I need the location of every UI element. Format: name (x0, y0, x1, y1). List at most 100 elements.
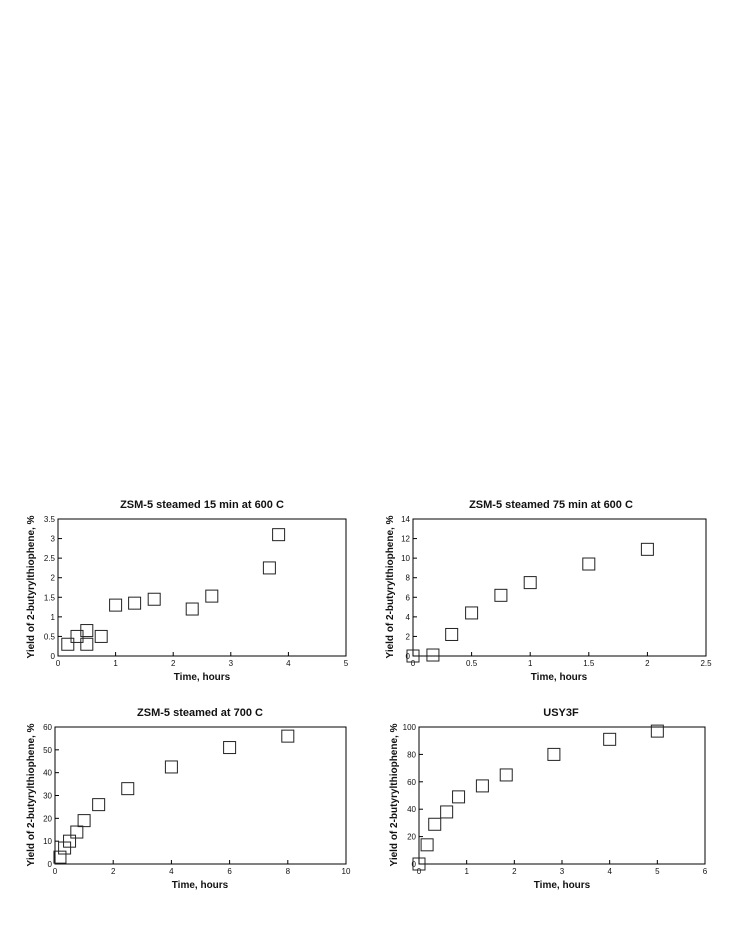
x-tick-label: 3 (229, 659, 234, 668)
y-axis-label: Yield of 2-butyrylthiophene, % (385, 515, 396, 658)
x-tick-label: 8 (286, 867, 291, 876)
y-tick-label: 30 (43, 792, 52, 801)
y-tick-label: 12 (401, 535, 410, 544)
x-tick-label: 2 (171, 659, 176, 668)
tick-group: 0 1 2 3 4 5 0 0.5 1 1.5 2 2.5 3 3.5 (44, 515, 349, 668)
data-point-marker (640, 542, 654, 556)
y-tick-label: 0 (48, 860, 53, 869)
x-tick-label: 0 (53, 867, 58, 876)
data-point-marker (412, 857, 426, 871)
data-point-marker (94, 629, 108, 643)
data-point-marker (475, 779, 489, 793)
points-group (53, 729, 295, 864)
data-point-marker (445, 627, 459, 641)
x-tick-label: 6 (227, 867, 232, 876)
y-tick-label: 3.5 (44, 515, 56, 524)
tick-group: 0 2 4 6 8 10 0 10 20 30 40 50 60 (43, 723, 351, 876)
x-tick-label: 2.5 (700, 659, 712, 668)
y-tick-label: 40 (43, 769, 52, 778)
data-point-marker (420, 838, 434, 852)
tick-group: 0 0.5 1 1.5 2 2.5 0 2 4 6 8 10 12 14 (401, 515, 712, 668)
data-point-marker (272, 528, 286, 542)
y-tick-label: 60 (43, 723, 52, 732)
y-tick-label: 2 (51, 574, 56, 583)
x-axis-label: Time, hours (531, 672, 588, 683)
data-point-marker (58, 841, 72, 855)
x-axis-label: Time, hours (174, 672, 231, 683)
data-point-marker (185, 602, 199, 616)
x-tick-label: 1 (528, 659, 533, 668)
data-point-marker (109, 598, 123, 612)
plot-frame (412, 518, 707, 657)
data-point-marker (452, 790, 466, 804)
data-point-marker (426, 648, 440, 662)
points-group (412, 724, 664, 871)
data-point-marker (582, 557, 596, 571)
x-tick-label: 0 (417, 867, 422, 876)
y-tick-label: 0 (406, 652, 411, 661)
data-point-marker (147, 592, 161, 606)
y-axis-label: Yield of 2-butyrylthiophene, % (26, 723, 37, 866)
y-tick-label: 60 (407, 778, 416, 787)
y-tick-label: 2.5 (44, 554, 56, 563)
data-point-marker (80, 624, 94, 638)
y-tick-label: 14 (401, 515, 410, 524)
x-tick-label: 1 (113, 659, 118, 668)
x-tick-label: 3 (560, 867, 565, 876)
plot-frame (418, 726, 706, 865)
x-tick-label: 6 (703, 867, 708, 876)
x-tick-label: 4 (169, 867, 174, 876)
data-point-marker (406, 649, 420, 663)
x-tick-label: 10 (342, 867, 351, 876)
data-point-marker (603, 732, 617, 746)
chart-title: ZSM-5 steamed 75 min at 600 C (469, 499, 633, 511)
y-tick-label: 20 (43, 814, 52, 823)
y-tick-label: 40 (407, 805, 416, 814)
data-point-marker (205, 589, 219, 603)
x-tick-label: 4 (286, 659, 291, 668)
y-tick-label: 0.5 (44, 632, 56, 641)
x-tick-label: 0.5 (466, 659, 478, 668)
y-tick-label: 80 (407, 750, 416, 759)
x-tick-label: 2 (111, 867, 116, 876)
x-tick-label: 5 (344, 659, 349, 668)
y-axis-label: Yield of 2-butyrylthiophene, % (389, 723, 400, 866)
data-point-marker (70, 825, 84, 839)
chart-title: ZSM-5 steamed 15 min at 600 C (120, 499, 284, 511)
y-tick-label: 1 (51, 613, 56, 622)
data-point-marker (80, 637, 94, 651)
x-tick-label: 1.5 (583, 659, 595, 668)
x-tick-label: 0 (411, 659, 416, 668)
x-tick-label: 1 (464, 867, 469, 876)
chart-title: ZSM-5 steamed at 700 C (137, 707, 263, 719)
y-tick-label: 1.5 (44, 593, 56, 602)
chart-panel-2: ZSM-5 steamed 75 min at 600 C 0 0.5 1 1.5 2 2… (385, 499, 712, 683)
y-tick-label: 10 (401, 554, 410, 563)
y-tick-label: 0 (412, 860, 417, 869)
y-tick-label: 8 (406, 574, 411, 583)
y-tick-label: 10 (43, 837, 52, 846)
x-tick-label: 5 (655, 867, 660, 876)
data-point-marker (164, 760, 178, 774)
y-tick-label: 4 (406, 613, 411, 622)
chart-title: USY3F (543, 707, 579, 719)
data-point-marker (650, 724, 664, 738)
y-tick-label: 50 (43, 746, 52, 755)
data-point-marker (53, 850, 67, 864)
data-point-marker (121, 782, 135, 796)
chart-panel-1: ZSM-5 steamed 15 min at 600 C 0 1 2 3 4 5 0 0.5… (26, 499, 349, 683)
data-point-marker (128, 596, 142, 610)
y-tick-label: 0 (51, 652, 56, 661)
chart-panel-3: ZSM-5 steamed at 700 C 0 2 4 6 8 10 0 10 20 30 40 5… (26, 707, 351, 891)
plot-frame (57, 518, 347, 657)
points-group (61, 528, 286, 651)
y-tick-label: 6 (406, 593, 411, 602)
y-axis-label: Yield of 2-butyrylthiophene, % (26, 515, 37, 658)
data-point-marker (523, 576, 537, 590)
points-group (406, 542, 654, 663)
data-point-marker (494, 588, 508, 602)
plot-frame (54, 726, 347, 865)
